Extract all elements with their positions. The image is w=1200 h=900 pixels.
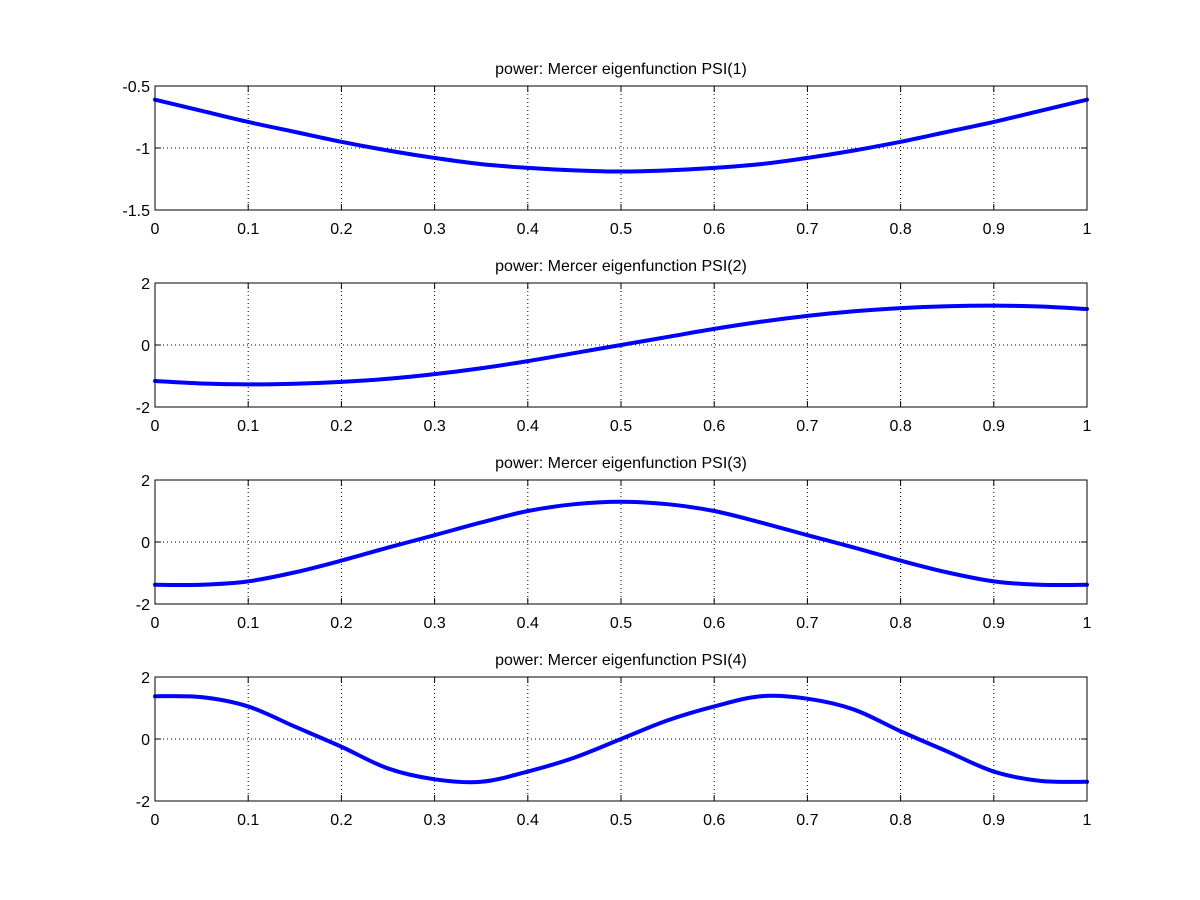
x-tick-label: 0.8: [889, 812, 911, 829]
x-tick-label: 0.4: [517, 615, 539, 632]
x-tick-label: 0.3: [423, 812, 445, 829]
x-tick-label: 0.2: [330, 418, 352, 435]
y-tick-label: 2: [141, 473, 150, 490]
y-tick-label: 0: [141, 732, 150, 749]
x-tick-label: 0.3: [423, 615, 445, 632]
x-tick-label: 0.9: [983, 615, 1005, 632]
x-tick-label: 0.9: [983, 812, 1005, 829]
x-tick-label: 0.5: [610, 418, 632, 435]
subplot-1: 0 0.1 0.2 0.3 0.4 0.5 0.6 0.7 0.8 0.9 1 -0.5 -1 -1.5 p…: [122, 61, 1091, 238]
x-tick-label: 0.7: [796, 615, 818, 632]
x-tick-label: 0.5: [610, 812, 632, 829]
x-tick-label: 0.1: [237, 812, 259, 829]
x-tick-label: 0.6: [703, 812, 725, 829]
x-tick-label: 0.6: [703, 221, 725, 238]
y-tick-label: -2: [136, 400, 150, 417]
y-tick-label: -0.5: [122, 79, 150, 96]
x-tick-label: 0.8: [889, 221, 911, 238]
y-tick-label: -1.5: [122, 203, 150, 220]
x-tick-label: 0: [151, 812, 160, 829]
x-tick-label: 0.9: [983, 418, 1005, 435]
x-tick-label: 0: [151, 221, 160, 238]
y-tick-label: 2: [141, 670, 150, 687]
x-tick-label: 0.7: [796, 418, 818, 435]
x-tick-label: 0.1: [237, 418, 259, 435]
x-tick-label: 0.6: [703, 418, 725, 435]
x-tick-label: 0.7: [796, 812, 818, 829]
x-tick-label: 1: [1083, 615, 1092, 632]
y-tick-label: -2: [136, 597, 150, 614]
x-tick-label: 0.1: [237, 221, 259, 238]
subplot-title: power: Mercer eigenfunction PSI(2): [495, 258, 747, 275]
axes-frame: [154, 85, 1088, 211]
x-tick-label: 0.6: [703, 615, 725, 632]
x-tick-label: 1: [1083, 418, 1092, 435]
subplot-4: 0 0.1 0.2 0.3 0.4 0.5 0.6 0.7 0.8 0.9 120-2power: …: [136, 652, 1092, 829]
axes-frame: [154, 676, 1088, 802]
x-tick-label: 0: [151, 615, 160, 632]
x-tick-label: 0.5: [610, 615, 632, 632]
x-tick-label: 0.3: [423, 418, 445, 435]
series-line-psi-3: [153, 499, 1089, 588]
axes-frame: [154, 479, 1088, 605]
subplot-title: power: Mercer eigenfunction PSI(4): [495, 652, 747, 669]
subplot-title: power: Mercer eigenfunction PSI(3): [495, 455, 747, 472]
x-tick-label: 0.4: [517, 418, 539, 435]
x-tick-label: 0.2: [330, 221, 352, 238]
x-tick-label: 0: [151, 418, 160, 435]
x-tick-label: 0.8: [889, 418, 911, 435]
x-tick-label: 0.7: [796, 221, 818, 238]
y-tick-label: -2: [136, 794, 150, 811]
x-tick-label: 0.4: [517, 812, 539, 829]
x-tick-label: 0.9: [983, 221, 1005, 238]
subplot-title: power: Mercer eigenfunction PSI(1): [495, 61, 747, 78]
x-tick-label: 1: [1083, 221, 1092, 238]
subplot-2: 0 0.1 0.2 0.3 0.4 0.5 0.6 0.7 0.8 0.9 120-2power: …: [136, 258, 1092, 435]
y-tick-label: 0: [141, 338, 150, 355]
series-line-psi-1: [153, 97, 1089, 174]
subplot-3: 0 0.1 0.2 0.3 0.4 0.5 0.6 0.7 0.8 0.9 120-2power: …: [136, 455, 1092, 632]
y-tick-label: -1: [136, 141, 150, 158]
x-tick-label: 0.3: [423, 221, 445, 238]
x-tick-label: 0.4: [517, 221, 539, 238]
x-tick-label: 1: [1083, 812, 1092, 829]
y-tick-label: 2: [141, 276, 150, 293]
axes-frame: [154, 282, 1088, 408]
x-tick-label: 0.2: [330, 615, 352, 632]
x-tick-label: 0.5: [610, 221, 632, 238]
series-line-psi-4: [153, 693, 1089, 785]
x-tick-label: 0.8: [889, 615, 911, 632]
x-tick-label: 0.1: [237, 615, 259, 632]
x-tick-label: 0.2: [330, 812, 352, 829]
y-tick-label: 0: [141, 535, 150, 552]
series-line-psi-2: [153, 303, 1089, 387]
